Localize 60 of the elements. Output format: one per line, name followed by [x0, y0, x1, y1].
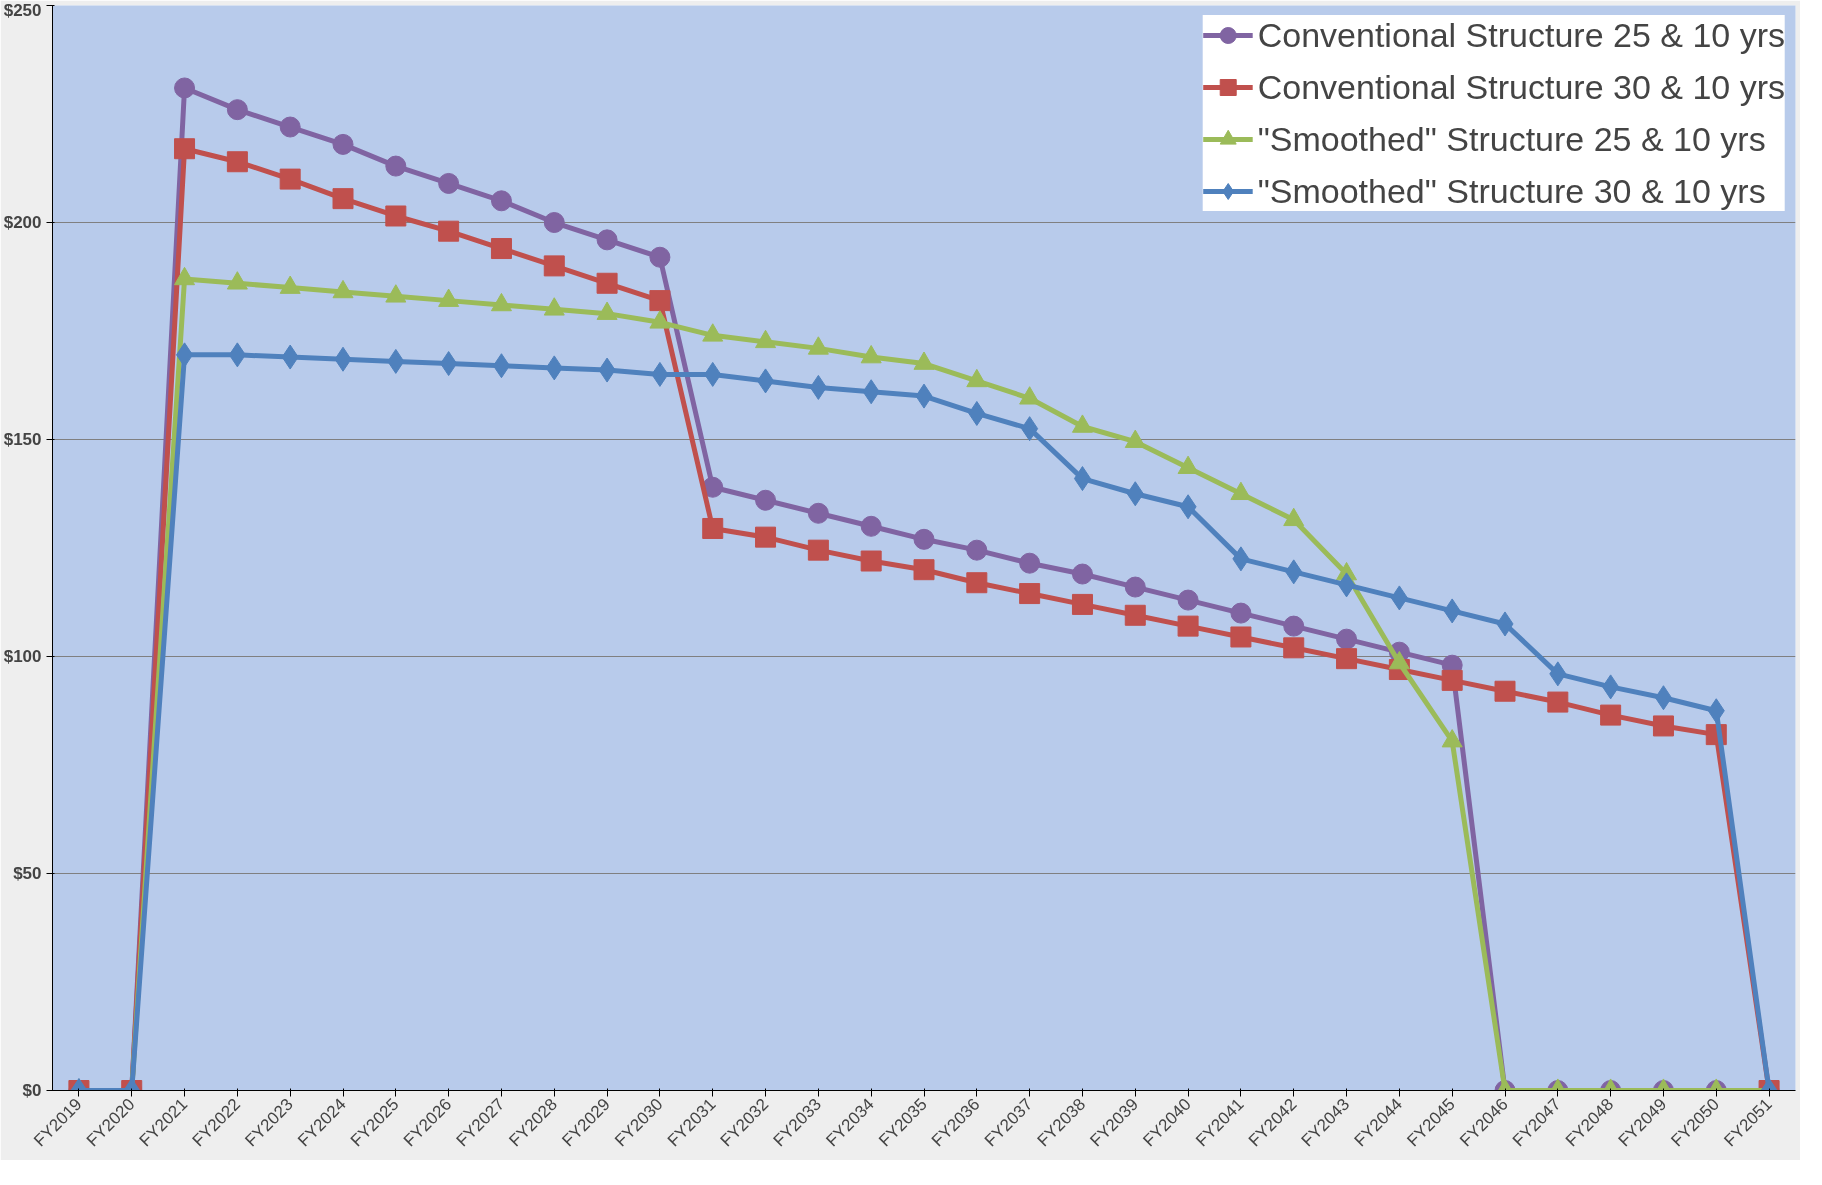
point [226, 99, 248, 121]
point [332, 188, 354, 210]
point [543, 212, 565, 233]
point [966, 539, 988, 561]
point [332, 133, 354, 155]
point [913, 528, 935, 550]
y-tick-label: $150 [3, 430, 42, 449]
point [226, 151, 248, 173]
point [174, 77, 196, 99]
legend-label: "Smoothed" Structure 30 & 10 yrs [1257, 171, 1766, 211]
y-tick-label: $100 [3, 647, 42, 666]
point [755, 526, 777, 548]
point [860, 550, 882, 572]
point [913, 559, 935, 581]
point [755, 489, 777, 511]
point [1336, 628, 1358, 650]
point [1600, 704, 1622, 726]
point [1177, 615, 1199, 637]
point [490, 238, 512, 260]
y-tick-label: $250 [3, 0, 42, 20]
point [1230, 602, 1252, 624]
point [649, 290, 671, 312]
point [1547, 691, 1569, 713]
point [1494, 680, 1516, 702]
point [1652, 715, 1674, 737]
point [860, 515, 882, 537]
point [279, 168, 301, 190]
point [596, 272, 618, 294]
point [702, 517, 724, 539]
point [1336, 648, 1358, 670]
point [1071, 563, 1093, 585]
legend-label: Conventional Structure 25 & 10 yrs [1257, 15, 1785, 55]
point [1019, 583, 1041, 605]
y-tick-label: $0 [22, 1081, 42, 1100]
point [966, 572, 988, 594]
point [1283, 615, 1305, 637]
point [279, 116, 301, 138]
legend-label: Conventional Structure 30 & 10 yrs [1257, 67, 1785, 107]
point [1230, 626, 1252, 648]
point [1071, 593, 1093, 615]
point [596, 229, 618, 251]
point [385, 155, 407, 177]
legend-label: "Smoothed" Structure 25 & 10 yrs [1257, 119, 1766, 159]
y-tick-label: $200 [3, 213, 42, 232]
point [438, 172, 460, 194]
point [807, 539, 829, 561]
point [1441, 669, 1463, 691]
point [1124, 576, 1146, 598]
point [1177, 589, 1199, 611]
point [438, 220, 460, 242]
point [385, 205, 407, 227]
point [490, 190, 512, 212]
point [543, 255, 565, 277]
point [1124, 604, 1146, 626]
point [807, 502, 829, 524]
point [649, 246, 671, 268]
point [1019, 552, 1041, 574]
point [1283, 637, 1305, 659]
y-tick-label: $50 [13, 864, 42, 883]
point [174, 138, 196, 160]
